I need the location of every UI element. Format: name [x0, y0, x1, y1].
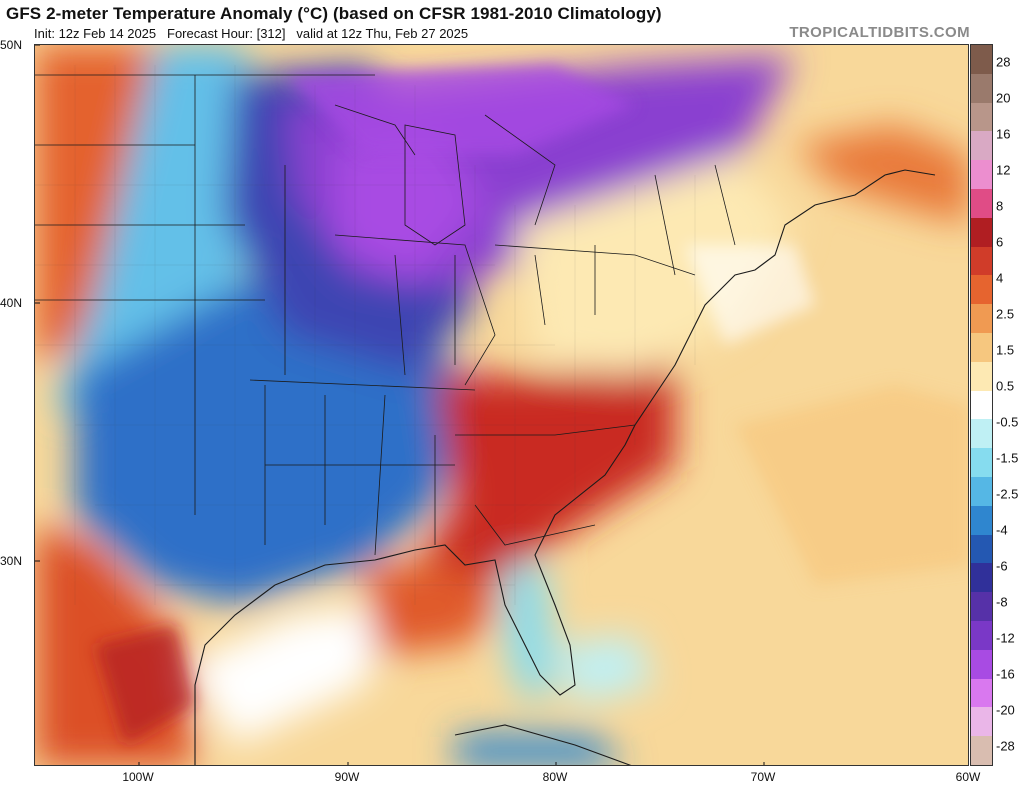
colorbar-label: -20: [996, 702, 1015, 718]
coastlines: [194, 169, 936, 765]
site-watermark: TROPICALTIDBITS.COM: [789, 24, 970, 41]
graticule-ticks: [35, 45, 765, 765]
colorbar-label: 4: [996, 270, 1004, 286]
map-canvas: [35, 45, 968, 765]
colorbar-label: 20: [996, 90, 1011, 106]
lon-label-100w: 100W: [122, 770, 154, 784]
lon-label-80w: 80W: [542, 770, 568, 784]
colorbar-swatch: [971, 332, 992, 362]
colorbar-swatch: [971, 160, 992, 189]
colorbar: [970, 44, 993, 766]
anomaly-field: [35, 45, 968, 765]
colorbar-label: -16: [996, 666, 1015, 682]
colorbar-swatch: [971, 275, 992, 305]
forecast-hour: Forecast Hour: [312]: [167, 26, 286, 41]
colorbar-swatch: [971, 73, 992, 103]
run-info: Init: 12z Feb 14 2025 Forecast Hour: [31…: [34, 26, 468, 41]
state-borders: [35, 74, 736, 556]
colorbar-swatch: [971, 102, 992, 132]
colorbar-label: -1.5: [996, 450, 1019, 466]
colorbar-label: 1.5: [996, 342, 1015, 358]
colorbar-swatch: [971, 131, 992, 161]
colorbar-label: 8: [996, 198, 1004, 214]
lat-label-30n: 30N: [0, 554, 23, 568]
colorbar-swatch: [971, 188, 992, 218]
valid-time: valid at 12z Thu, Feb 27 2025: [296, 26, 469, 41]
colorbar-swatch: [971, 361, 992, 391]
colorbar-swatch: [971, 217, 992, 247]
colorbar-swatch: [971, 419, 992, 449]
colorbar-label: -8: [996, 594, 1008, 610]
lon-label-70w: 70W: [750, 770, 776, 784]
colorbar-label: 6: [996, 234, 1004, 250]
colorbar-label: -12: [996, 630, 1015, 646]
lon-label-90w: 90W: [334, 770, 360, 784]
colorbar-swatch: [971, 736, 992, 765]
colorbar-swatch: [971, 563, 992, 593]
colorbar-label: 16: [996, 126, 1011, 142]
colorbar-label: 2.5: [996, 306, 1015, 322]
colorbar-swatch: [971, 476, 992, 506]
lat-label-50n: 50N: [0, 38, 23, 52]
anomaly-detail: [95, 65, 968, 745]
lat-label-40n: 40N: [0, 296, 23, 310]
colorbar-swatch: [971, 505, 992, 535]
colorbar-swatch: [971, 45, 992, 74]
colorbar-swatch: [971, 534, 992, 564]
colorbar-swatch: [971, 707, 992, 737]
colorbar-label: 0.5: [996, 378, 1015, 394]
colorbar-swatch: [971, 620, 992, 650]
colorbar-swatch: [971, 390, 992, 420]
anomaly-map: [34, 44, 969, 766]
colorbar-label: 12: [996, 162, 1011, 178]
colorbar-label: 28: [996, 54, 1011, 70]
lon-label-60w: 60W: [955, 770, 981, 784]
chart-title: GFS 2-meter Temperature Anomaly (°C) (ba…: [6, 4, 662, 23]
colorbar-label: -4: [996, 522, 1008, 538]
colorbar-label: -2.5: [996, 486, 1019, 502]
colorbar-label: -28: [996, 738, 1015, 754]
colorbar-swatch: [971, 448, 992, 477]
colorbar-label: -6: [996, 558, 1008, 574]
init-time: Init: 12z Feb 14 2025: [34, 26, 157, 41]
colorbar-swatch: [971, 246, 992, 276]
colorbar-swatch: [971, 592, 992, 621]
colorbar-swatch: [971, 678, 992, 708]
colorbar-swatch: [971, 649, 992, 679]
colorbar-label: -0.5: [996, 414, 1019, 430]
county-lines: [35, 65, 696, 605]
colorbar-swatch: [971, 304, 992, 333]
